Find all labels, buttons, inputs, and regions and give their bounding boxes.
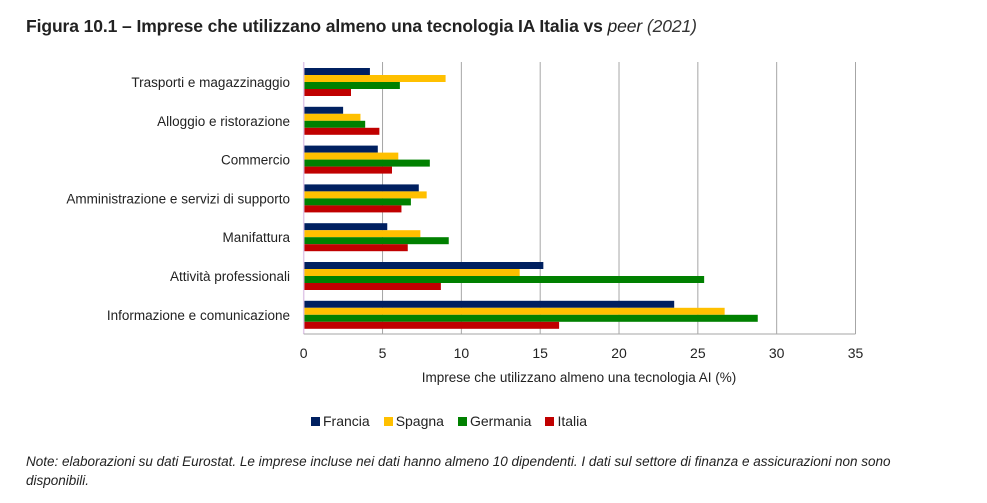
bar-spagna [303, 75, 446, 82]
legend-label: Francia [323, 413, 370, 429]
bar-germania [303, 198, 411, 206]
category-label: Manifattura [222, 230, 290, 245]
legend-label: Germania [469, 413, 532, 429]
legend-item-francia: Francia [311, 413, 370, 429]
bar-francia [303, 145, 378, 153]
gridlines [382, 62, 856, 334]
figure-title-italic: peer [607, 16, 643, 36]
x-tick-label: 10 [454, 345, 470, 361]
figure-title: Figura 10.1 – Imprese che utilizzano alm… [26, 16, 697, 37]
bar-spagna [303, 269, 520, 276]
legend-item-spagna: Spagna [383, 413, 444, 429]
bar-germania [303, 276, 705, 283]
category-label: Informazione e comunicazione [107, 308, 290, 323]
bar-chart: Trasporti e magazzinaggio Alloggio e rist… [66, 62, 864, 385]
bar-spagna [303, 230, 421, 238]
note-text: Note: elaborazioni su dati Eurostat. Le … [26, 454, 891, 488]
legend-item-italia: Italia [545, 413, 587, 429]
x-tick-label: 25 [690, 345, 706, 361]
bar-germania [303, 82, 400, 89]
figure-title-year: (2021) [642, 16, 697, 36]
bar-group [303, 68, 446, 96]
bar-francia [303, 300, 675, 308]
bar-italia [303, 244, 408, 252]
bar-francia [303, 106, 344, 114]
bar-spagna [303, 152, 399, 160]
category-label: Trasporti e magazzinaggio [131, 75, 290, 90]
legend-label: Spagna [395, 413, 444, 429]
x-axis-title: Imprese che utilizzano almeno una tecnol… [422, 370, 736, 385]
bar-spagna [303, 307, 725, 315]
bar-italia [303, 127, 380, 135]
x-tick-label: 5 [379, 345, 387, 361]
bar-group [303, 300, 758, 329]
x-tick-label: 35 [848, 345, 864, 361]
bar-spagna [303, 191, 427, 199]
category-label: Attività professionali [170, 269, 290, 284]
legend-swatch [545, 416, 555, 426]
bar-francia [303, 223, 388, 231]
x-tick-label: 0 [300, 345, 308, 361]
bar-germania [303, 159, 430, 167]
bar-group [303, 184, 427, 213]
bar-italia [303, 283, 441, 290]
bars [303, 68, 758, 329]
category-label: Commercio [221, 153, 290, 168]
legend-item-germania: Germania [457, 413, 532, 429]
bar-italia [303, 89, 351, 96]
bar-germania [303, 314, 758, 322]
bar-francia [303, 184, 419, 192]
x-tick-label: 30 [769, 345, 785, 361]
bar-italia [303, 321, 560, 329]
legend-swatch [311, 416, 320, 426]
legend: Francia Spagna Germania Italia [311, 413, 587, 429]
legend-label: Italia [557, 413, 588, 429]
legend-swatch [383, 416, 393, 426]
legend-swatch [457, 416, 467, 426]
bar-germania [303, 120, 366, 128]
figure-title-main: Figura 10.1 – Imprese che utilizzano alm… [26, 16, 608, 36]
category-labels: Trasporti e magazzinaggio Alloggio e rist… [66, 75, 290, 323]
x-tick-label: 15 [532, 345, 548, 361]
x-tick-label: 20 [611, 345, 627, 361]
bar-group [303, 223, 449, 252]
bar-italia [303, 205, 402, 213]
bar-group [303, 145, 430, 174]
bar-germania [303, 237, 449, 245]
bar-italia [303, 166, 392, 174]
bar-group [303, 106, 380, 135]
bar-spagna [303, 113, 361, 121]
category-label: Alloggio e ristorazione [157, 114, 290, 129]
bar-francia [303, 68, 370, 75]
tick-labels: 0 5 10 15 20 25 30 35 [300, 345, 864, 361]
bar-francia [303, 262, 544, 269]
bar-group [303, 262, 705, 290]
category-label: Amministrazione e servizi di supporto [66, 191, 290, 206]
axes [302, 62, 856, 335]
